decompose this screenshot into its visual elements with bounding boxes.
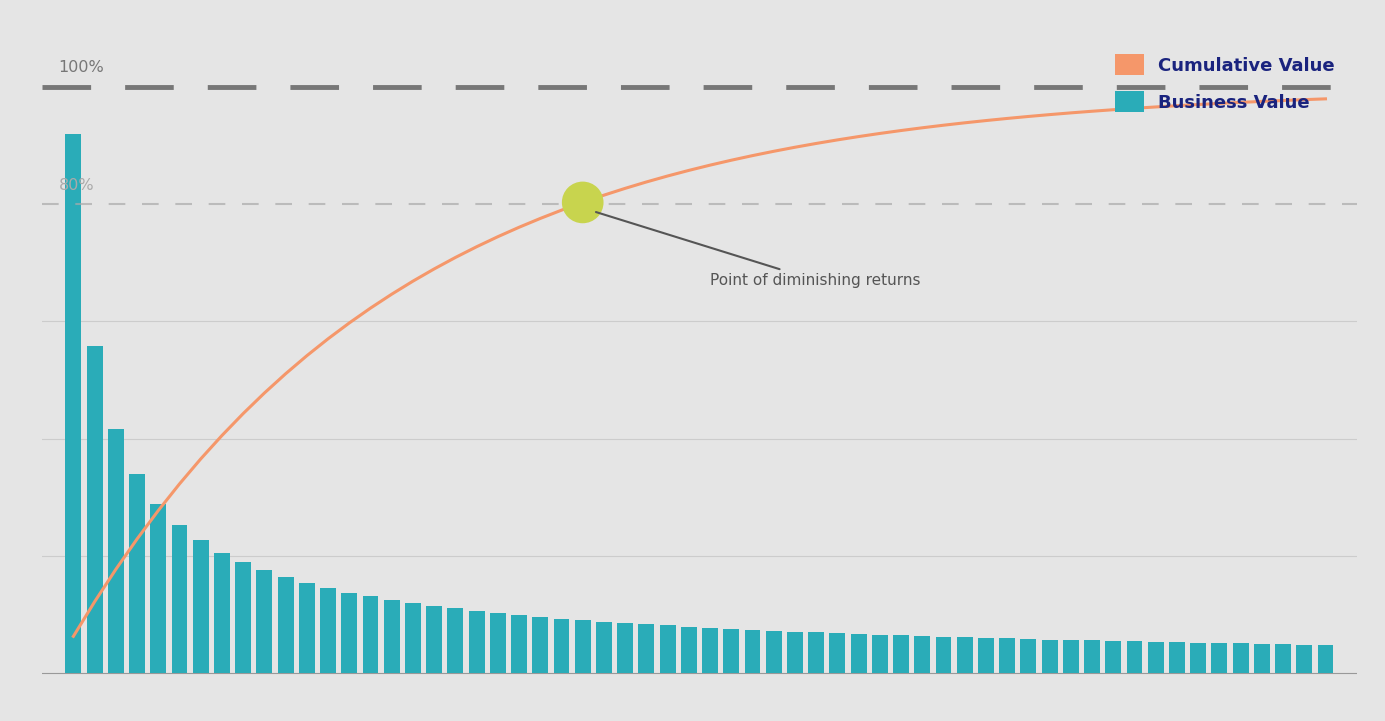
- Text: 100%: 100%: [58, 61, 104, 75]
- Bar: [830, 633, 845, 673]
- Bar: [914, 636, 931, 673]
- Bar: [1169, 642, 1186, 673]
- Bar: [575, 620, 590, 673]
- Bar: [427, 606, 442, 673]
- Bar: [320, 588, 337, 673]
- Bar: [871, 634, 888, 673]
- Bar: [1084, 640, 1100, 673]
- Bar: [787, 632, 803, 673]
- Text: 80%: 80%: [58, 177, 94, 193]
- Bar: [213, 552, 230, 673]
- Bar: [638, 624, 654, 673]
- Bar: [1212, 643, 1227, 673]
- Bar: [1062, 640, 1079, 673]
- Bar: [618, 623, 633, 673]
- Bar: [893, 635, 909, 673]
- Bar: [659, 626, 676, 673]
- Bar: [809, 632, 824, 673]
- Bar: [596, 622, 612, 673]
- Bar: [1190, 642, 1206, 673]
- Bar: [129, 474, 145, 673]
- Bar: [1105, 641, 1122, 673]
- Bar: [172, 525, 187, 673]
- Legend: Cumulative Value, Business Value: Cumulative Value, Business Value: [1115, 54, 1335, 112]
- Bar: [554, 619, 569, 673]
- Bar: [65, 134, 82, 673]
- Bar: [490, 613, 506, 673]
- Bar: [235, 562, 251, 673]
- Bar: [745, 629, 760, 673]
- Bar: [384, 600, 400, 673]
- Bar: [1021, 639, 1036, 673]
- Bar: [299, 583, 314, 673]
- Bar: [850, 634, 867, 673]
- Point: [572, 197, 594, 208]
- Bar: [511, 615, 528, 673]
- Bar: [108, 429, 123, 673]
- Bar: [681, 627, 697, 673]
- Bar: [277, 578, 294, 673]
- Bar: [1148, 642, 1163, 673]
- Bar: [1296, 645, 1312, 673]
- Bar: [87, 346, 102, 673]
- Bar: [256, 570, 273, 673]
- Bar: [1233, 644, 1248, 673]
- Bar: [404, 603, 421, 673]
- Bar: [1276, 645, 1291, 673]
- Bar: [999, 638, 1015, 673]
- Bar: [723, 629, 740, 673]
- Bar: [978, 638, 994, 673]
- Bar: [1317, 645, 1334, 673]
- Bar: [1126, 642, 1143, 673]
- Bar: [193, 540, 209, 673]
- Bar: [702, 628, 717, 673]
- Bar: [532, 616, 548, 673]
- Bar: [151, 504, 166, 673]
- Bar: [957, 637, 972, 673]
- Bar: [447, 609, 464, 673]
- Bar: [766, 631, 781, 673]
- Bar: [468, 611, 485, 673]
- Bar: [363, 596, 378, 673]
- Bar: [1042, 640, 1058, 673]
- Bar: [935, 637, 951, 673]
- Bar: [341, 593, 357, 673]
- Text: Point of diminishing returns: Point of diminishing returns: [596, 212, 921, 288]
- Bar: [1253, 644, 1270, 673]
